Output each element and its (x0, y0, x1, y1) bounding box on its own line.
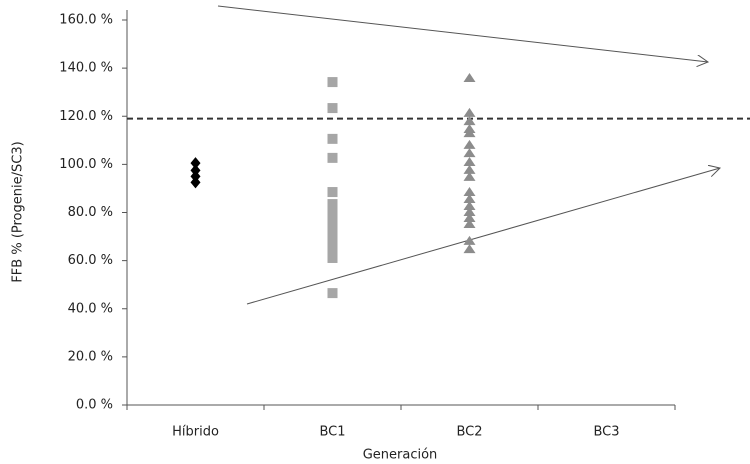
point (327, 252, 338, 263)
point (190, 170, 201, 183)
y-tick-label: 100.0 % (59, 157, 113, 172)
point (463, 171, 476, 181)
point (463, 139, 476, 149)
y-tick-label: 140.0 % (59, 61, 113, 76)
point (463, 128, 476, 138)
point (327, 133, 338, 144)
point (190, 157, 201, 170)
point (463, 116, 476, 126)
y-tick-label: 0.0 % (76, 398, 113, 413)
point (463, 164, 476, 174)
y-tick-label: 40.0 % (68, 301, 113, 316)
x-axis-label: Generación (363, 448, 438, 463)
y-axis-label: FFB % (Progenie/SC3) (11, 141, 26, 282)
point (190, 176, 201, 189)
point (327, 245, 338, 256)
point (327, 103, 338, 114)
point (190, 164, 201, 177)
point (463, 187, 476, 197)
x-tick-label: BC3 (593, 425, 619, 440)
point (327, 152, 338, 163)
point (463, 207, 476, 217)
point (463, 148, 476, 158)
y-tick-label: 20.0 % (68, 349, 113, 364)
arrow (217, 5, 708, 62)
x-tick-label: BC1 (319, 425, 345, 440)
point (463, 201, 476, 211)
x-tick-label: BC2 (456, 425, 482, 440)
point (463, 194, 476, 204)
point (463, 244, 476, 254)
arrow (246, 168, 720, 305)
point (327, 77, 338, 88)
point (463, 107, 476, 117)
y-tick-label: 80.0 % (68, 205, 113, 220)
point (463, 213, 476, 223)
point (463, 72, 476, 82)
y-tick-label: 120.0 % (59, 109, 113, 124)
point (463, 156, 476, 166)
y-tick-label: 160.0 % (59, 13, 113, 28)
point (327, 288, 338, 299)
point (463, 219, 476, 229)
point (327, 187, 338, 198)
x-tick-label: Híbrido (172, 425, 219, 440)
y-tick-label: 60.0 % (68, 253, 113, 268)
point (463, 235, 476, 245)
